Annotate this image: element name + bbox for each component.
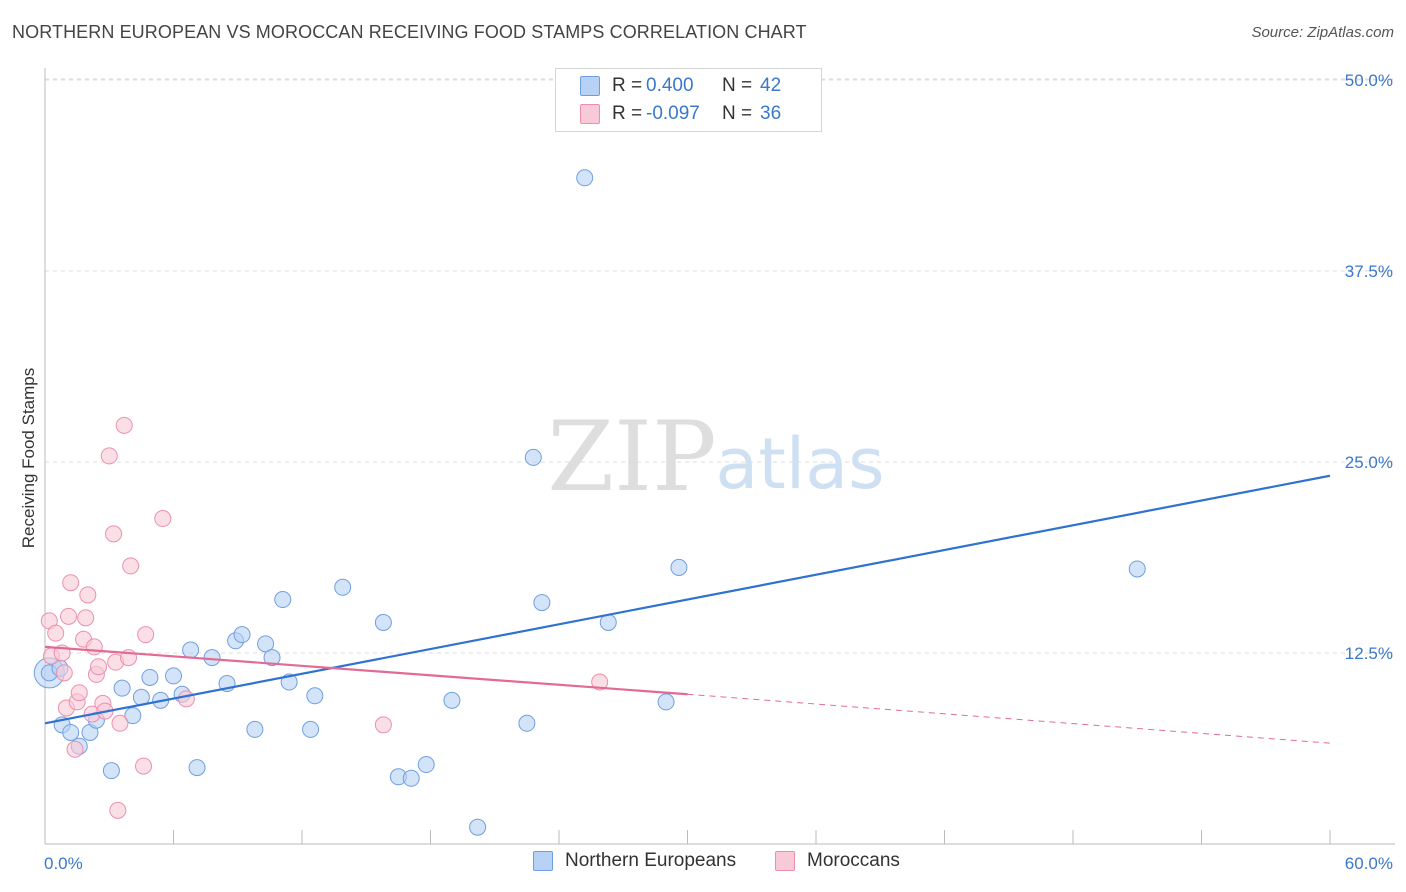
northern-european-point bbox=[62, 723, 80, 741]
moroccan-point bbox=[135, 757, 153, 775]
moroccan-point bbox=[47, 624, 65, 642]
northern-european-point bbox=[524, 448, 542, 466]
moroccan-point bbox=[66, 740, 84, 758]
moroccan-point bbox=[374, 716, 392, 734]
northern-european-point bbox=[402, 769, 420, 787]
northern-european-point bbox=[233, 626, 251, 644]
moroccan-point bbox=[90, 658, 108, 676]
x-tick-label: 0.0% bbox=[44, 854, 83, 873]
northern-european-point bbox=[246, 720, 264, 738]
y-tick-label: 25.0% bbox=[1345, 453, 1393, 472]
moroccan-trend-extension bbox=[687, 693, 1331, 744]
watermark-zip: ZIP bbox=[547, 401, 716, 513]
source-label: Source: ZipAtlas.com bbox=[1251, 24, 1394, 41]
moroccan-point bbox=[62, 574, 80, 592]
moroccan-point bbox=[115, 416, 133, 434]
chart-title: NORTHERN EUROPEAN VS MOROCCAN RECEIVING … bbox=[12, 22, 807, 42]
legend-label: Moroccans bbox=[807, 850, 900, 871]
northern-european-point bbox=[182, 641, 200, 659]
northern-european-point bbox=[141, 668, 159, 686]
data-points bbox=[33, 169, 1146, 836]
stats-row-northern-europeans: R = 0.400 N = 42 bbox=[580, 73, 781, 99]
x-tick-label: 60.0% bbox=[1345, 854, 1393, 873]
moroccan-point bbox=[60, 607, 78, 625]
northern-european-point bbox=[670, 558, 688, 576]
moroccan-point bbox=[154, 510, 172, 528]
y-axis-label: Receiving Food Stamps bbox=[19, 367, 38, 549]
northern-european-point bbox=[334, 578, 352, 596]
n-label: N = bbox=[722, 75, 753, 96]
moroccan-point bbox=[85, 638, 103, 656]
stats-row-moroccans: R = -0.097 N = 36 bbox=[580, 101, 781, 127]
northern-european-point bbox=[576, 169, 594, 187]
moroccan-point bbox=[109, 801, 127, 819]
northern-european-point bbox=[203, 649, 221, 667]
northern-european-point bbox=[113, 679, 131, 697]
northern-european-point bbox=[263, 649, 281, 667]
pink-swatch bbox=[775, 851, 795, 871]
moroccan-point bbox=[591, 673, 609, 691]
northern-european-point bbox=[165, 667, 182, 685]
r-label: R = bbox=[612, 75, 643, 96]
northern-european-point bbox=[518, 714, 536, 732]
r-label: R = bbox=[612, 103, 643, 124]
blue-swatch bbox=[580, 76, 600, 96]
y-tick-label: 37.5% bbox=[1345, 262, 1393, 281]
northern-european-point bbox=[302, 720, 320, 738]
moroccan-trend-line bbox=[44, 645, 688, 696]
moroccan-point bbox=[177, 690, 195, 708]
northern-european-point bbox=[102, 762, 120, 780]
stats-legend: R = 0.400 N = 42 R = -0.097 N = 36 bbox=[555, 68, 822, 132]
legend-item-northern-europeans[interactable]: Northern Europeans bbox=[533, 850, 736, 872]
y-tick-label: 50.0% bbox=[1345, 71, 1393, 90]
moroccan-point bbox=[79, 586, 97, 604]
northern-european-point bbox=[306, 687, 324, 705]
series-legend: Northern Europeans Moroccans bbox=[0, 850, 1406, 878]
moroccan-point bbox=[77, 609, 95, 627]
northern-european-point bbox=[443, 691, 461, 709]
watermark: ZIP atlas bbox=[547, 401, 884, 513]
moroccan-point bbox=[55, 664, 73, 682]
northern-european-point bbox=[533, 594, 551, 612]
northern-european-point bbox=[469, 818, 487, 836]
moroccan-point bbox=[105, 525, 123, 543]
northern-european-point bbox=[417, 756, 435, 774]
moroccan-point bbox=[111, 714, 129, 732]
r-value: -0.097 bbox=[646, 103, 700, 124]
moroccan-point bbox=[70, 684, 88, 702]
n-value: 42 bbox=[760, 75, 782, 96]
pink-swatch bbox=[580, 104, 600, 124]
axes bbox=[44, 68, 1395, 845]
r-value: 0.400 bbox=[646, 75, 694, 96]
northern-european-point bbox=[274, 591, 292, 609]
northern-european-point bbox=[1128, 560, 1146, 578]
northern-european-point bbox=[188, 759, 206, 777]
tick-labels: 12.5% 25.0% 37.5% 50.0% 0.0% 60.0% bbox=[44, 71, 1393, 873]
y-tick-label: 12.5% bbox=[1345, 644, 1393, 663]
blue-swatch bbox=[533, 851, 553, 871]
moroccan-point bbox=[100, 447, 118, 465]
northern-european-point bbox=[374, 613, 392, 631]
trend-lines bbox=[44, 474, 1331, 744]
legend-label: Northern Europeans bbox=[565, 850, 737, 871]
grid-lines bbox=[45, 78, 1394, 654]
moroccan-point bbox=[122, 557, 140, 575]
northern-european-point bbox=[124, 707, 142, 725]
northern-european-trend-line bbox=[44, 474, 1331, 725]
legend-item-moroccans[interactable]: Moroccans bbox=[775, 850, 900, 872]
n-label: N = bbox=[722, 103, 753, 124]
watermark-atlas: atlas bbox=[715, 423, 884, 505]
moroccan-point bbox=[137, 626, 155, 644]
northern-european-point bbox=[657, 693, 675, 711]
northern-european-point bbox=[257, 635, 275, 653]
n-value: 36 bbox=[760, 103, 782, 124]
